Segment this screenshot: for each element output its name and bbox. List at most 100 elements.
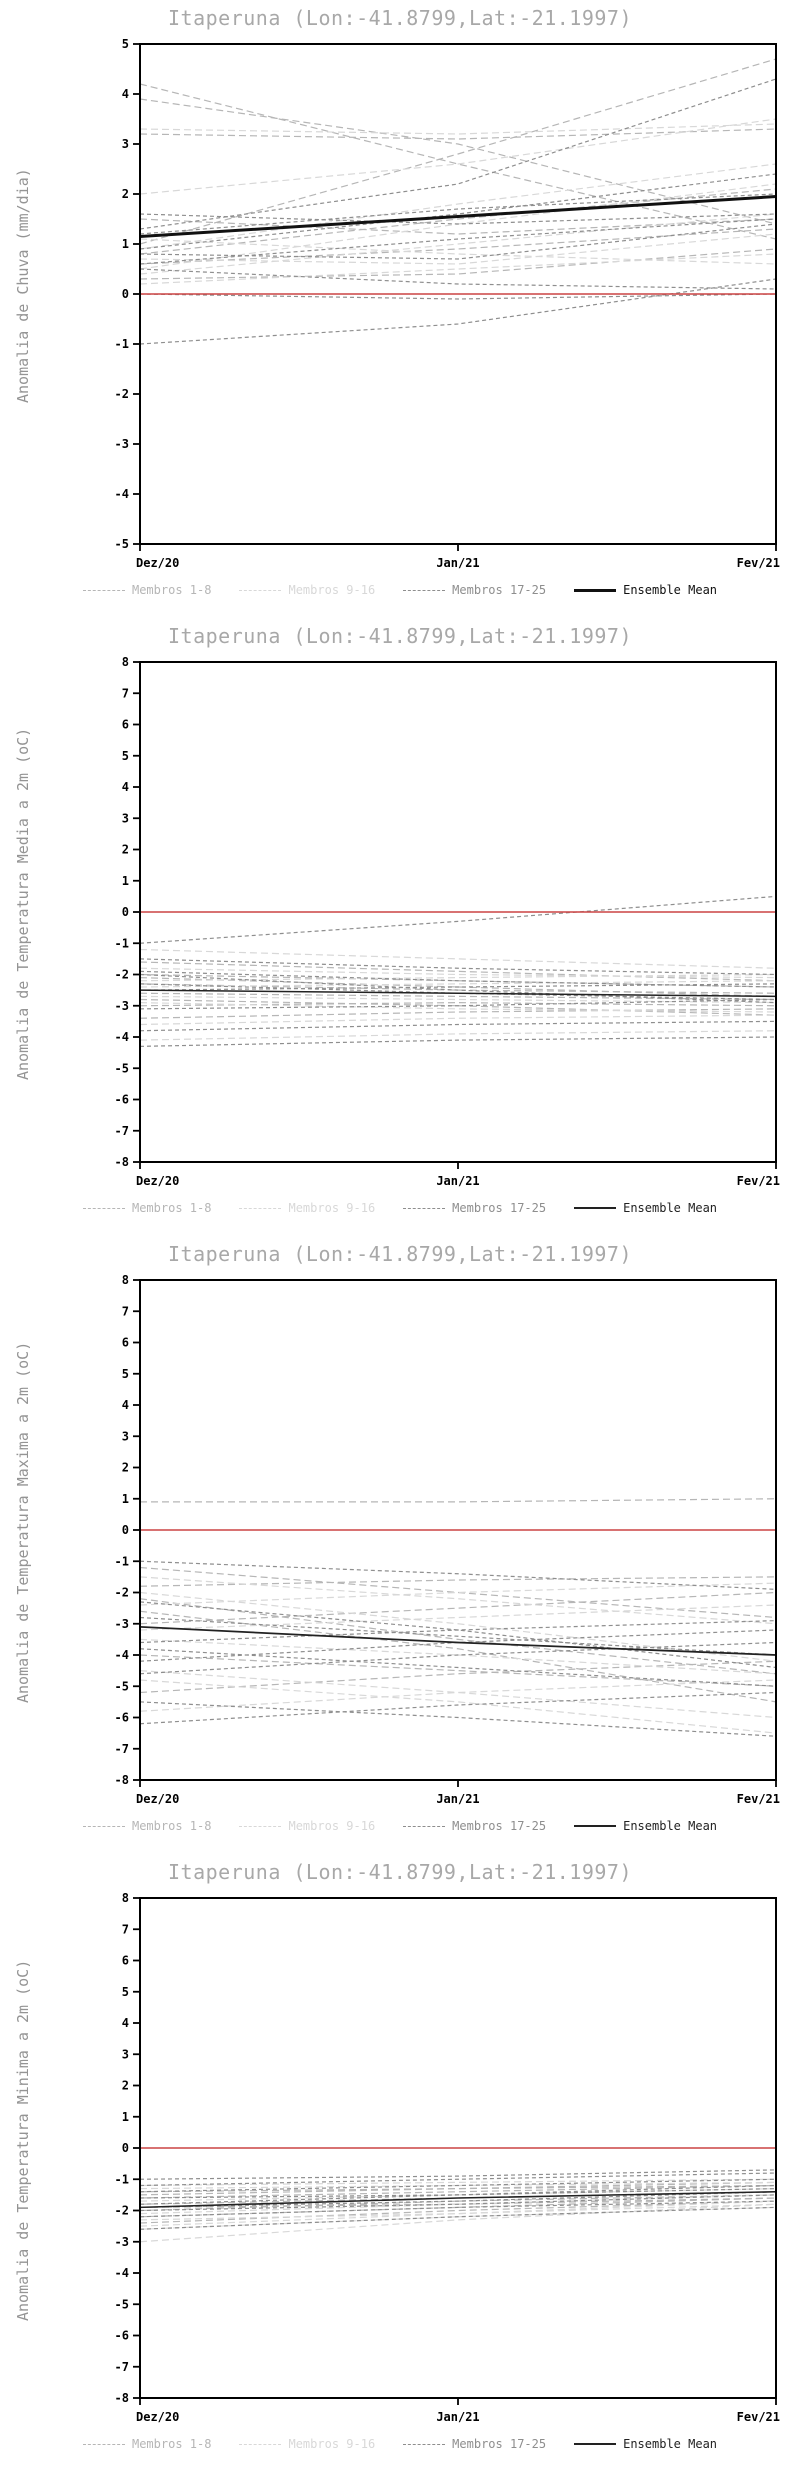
y-tick-label: 3 <box>122 137 129 151</box>
legend-item: Membros 1-8 <box>82 1819 212 1833</box>
member-line <box>139 1620 777 1644</box>
legend-label: Membros 1-8 <box>131 1819 212 1833</box>
y-tick-label: -8 <box>115 2391 129 2405</box>
member-line <box>139 967 777 979</box>
legend-item: Membros 9-16 <box>239 1201 375 1215</box>
chart-title: Itaperuna (Lon:-41.8799,Lat:-21.1997) <box>167 1860 633 1884</box>
y-tick-label: -4 <box>115 2266 129 2280</box>
legend-item: Membros 17-25 <box>403 583 546 597</box>
legend-label: Ensemble Mean <box>623 2437 718 2451</box>
legend-item: Membros 17-25 <box>403 1201 546 1215</box>
member-line <box>139 1002 777 1013</box>
y-tick-label: 6 <box>122 1336 129 1350</box>
member-line <box>139 1008 777 1019</box>
legend-line-sample <box>403 2443 446 2445</box>
member-line <box>139 1670 777 1719</box>
legend-line-sample <box>82 589 125 591</box>
legend-label: Membros 17-25 <box>452 2437 547 2451</box>
x-tick-label: Jan/21 <box>436 556 479 570</box>
x-tick-label: Jan/21 <box>436 2410 479 2424</box>
legend-item: Ensemble Mean <box>574 1819 717 1833</box>
member-line <box>139 268 777 290</box>
member-line <box>139 2203 777 2221</box>
plot-frame <box>139 43 777 545</box>
legend-label: Membros 9-16 <box>288 1201 376 1215</box>
y-tick-label: -7 <box>115 1124 129 1138</box>
plot-frame <box>139 1279 777 1781</box>
chart-panel-chuva: Itaperuna (Lon:-41.8799,Lat:-21.1997) -5… <box>0 0 800 618</box>
member-line <box>139 1629 777 1662</box>
plot-frame <box>139 1897 777 2399</box>
y-axis-label: Anomalia de Chuva (mm/dia) <box>14 168 32 404</box>
member-line <box>139 1030 777 1041</box>
y-tick-label: -6 <box>115 1093 129 1107</box>
member-line <box>139 970 777 988</box>
y-tick-label: -6 <box>115 1711 129 1725</box>
y-tick-label: -7 <box>115 1742 129 1756</box>
x-tick-label: Fev/21 <box>737 1174 780 1188</box>
legend-line-sample <box>82 1207 125 1209</box>
y-tick-label: 4 <box>122 2016 129 2030</box>
chart-legend: Membros 1-8 Membros 9-16 Membros 17-25 Ense… <box>0 1194 800 1222</box>
plot-row: -8 -7 -6 -5 -4 -3 -2 -1 0 1 2 3 4 5 6 7 8 Dez/20 Jan/21 Fev… <box>0 648 800 1200</box>
member-line <box>139 1701 777 1737</box>
member-line <box>139 78 777 230</box>
member-line <box>139 1660 777 1694</box>
chart-panel-temp-media: Itaperuna (Lon:-41.8799,Lat:-21.1997) -8… <box>0 618 800 1236</box>
legend-item: Membros 1-8 <box>82 2437 211 2451</box>
y-tick-label: 7 <box>122 686 129 700</box>
chart-panel-temp-minima: Itaperuna (Lon:-41.8799,Lat:-21.1997) -8… <box>0 1854 800 2472</box>
member-line <box>139 973 777 982</box>
chart-legend: Membros 1-8 Membros 9-16 Membros 17-25 Ense… <box>0 576 800 604</box>
member-line <box>139 2181 777 2190</box>
y-tick-label: 7 <box>122 1304 129 1318</box>
legend-label: Membros 9-16 <box>288 2437 376 2451</box>
member-line <box>139 2200 777 2224</box>
member-line <box>139 1648 777 1687</box>
member-line <box>139 2200 777 2218</box>
y-tick-label: 8 <box>122 1891 129 1905</box>
member-line <box>139 253 777 285</box>
member-line <box>139 238 777 265</box>
x-tick-label: Fev/21 <box>737 2410 780 2424</box>
member-line <box>139 128 777 140</box>
x-tick-label: Dez/20 <box>136 2410 179 2424</box>
member-line <box>139 163 777 250</box>
ensemble-mean-line <box>139 989 777 998</box>
legend-item: Ensemble Mean <box>574 1201 717 1215</box>
ensemble-mean-line <box>139 1625 777 1656</box>
y-tick-label: 5 <box>122 37 129 51</box>
member-line <box>139 1638 777 1675</box>
legend-line-sample <box>403 1825 446 1827</box>
member-line <box>139 2206 777 2230</box>
y-tick-label: -4 <box>115 1030 129 1044</box>
y-tick-label: -5 <box>115 1679 129 1693</box>
member-line <box>139 2184 777 2193</box>
member-line <box>139 1576 777 1625</box>
chart-panel-temp-maxima: Itaperuna (Lon:-41.8799,Lat:-21.1997) -8… <box>0 1236 800 1854</box>
x-tick-label: Jan/21 <box>436 1792 479 1806</box>
member-line <box>139 1036 777 1047</box>
y-tick-label: 7 <box>122 1922 129 1936</box>
member-line <box>139 1591 777 1625</box>
member-line <box>139 2172 777 2187</box>
y-tick-label: -2 <box>115 387 129 401</box>
legend-label: Membros 9-16 <box>288 583 376 597</box>
member-line <box>139 1566 777 1619</box>
member-line <box>139 233 777 265</box>
y-tick-label: 1 <box>122 237 129 251</box>
y-tick-label: 3 <box>122 811 129 825</box>
legend-line-sample <box>574 2443 617 2445</box>
y-tick-label: -8 <box>115 1773 129 1787</box>
legend-label: Ensemble Mean <box>623 1201 718 1215</box>
y-tick-label: -3 <box>115 2235 129 2249</box>
legend-line-sample <box>82 2443 125 2445</box>
chart-title: Itaperuna (Lon:-41.8799,Lat:-21.1997) <box>167 6 633 30</box>
y-tick-label: 2 <box>122 187 129 201</box>
legend-line-sample <box>239 1825 282 1827</box>
legend-label: Ensemble Mean <box>623 1819 718 1833</box>
y-tick-label: 1 <box>122 874 129 888</box>
legend-item: Ensemble Mean <box>574 2437 717 2451</box>
legend-line-sample <box>239 1207 282 1209</box>
x-tick-label: Fev/21 <box>737 1792 780 1806</box>
